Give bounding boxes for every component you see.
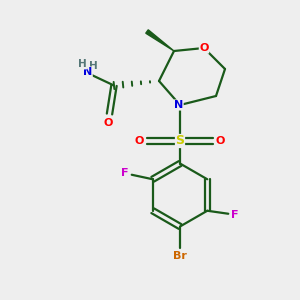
Text: H: H — [88, 61, 98, 71]
Text: F: F — [231, 210, 238, 220]
Text: Br: Br — [173, 250, 187, 261]
Text: O: O — [216, 136, 225, 146]
Text: O: O — [103, 118, 113, 128]
Text: H: H — [78, 59, 87, 69]
Text: N: N — [83, 67, 92, 77]
Text: O: O — [199, 43, 209, 53]
Text: O: O — [135, 136, 144, 146]
Text: N: N — [174, 100, 183, 110]
Text: F: F — [122, 168, 129, 178]
Text: S: S — [176, 134, 184, 148]
Polygon shape — [146, 30, 174, 51]
